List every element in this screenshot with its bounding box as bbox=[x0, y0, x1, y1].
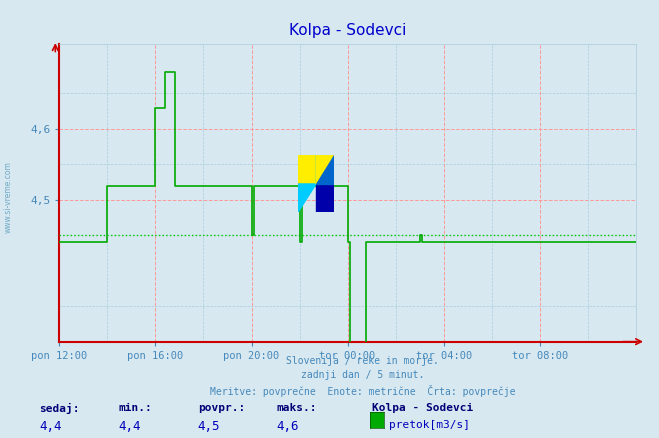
Text: zadnji dan / 5 minut.: zadnji dan / 5 minut. bbox=[301, 370, 424, 380]
Text: Meritve: povprečne  Enote: metrične  Črta: povprečje: Meritve: povprečne Enote: metrične Črta:… bbox=[210, 385, 515, 396]
Polygon shape bbox=[298, 184, 316, 212]
Text: www.si-vreme.com: www.si-vreme.com bbox=[4, 161, 13, 233]
Text: maks.:: maks.: bbox=[277, 403, 317, 413]
Text: 4,5: 4,5 bbox=[198, 420, 220, 434]
Text: pretok[m3/s]: pretok[m3/s] bbox=[389, 420, 470, 431]
Text: 4,6: 4,6 bbox=[277, 420, 299, 434]
Title: Kolpa - Sodevci: Kolpa - Sodevci bbox=[289, 24, 407, 39]
Bar bbox=[298, 155, 316, 184]
Text: Slovenija / reke in morje.: Slovenija / reke in morje. bbox=[286, 356, 439, 366]
Text: Kolpa - Sodevci: Kolpa - Sodevci bbox=[372, 403, 474, 413]
Text: min.:: min.: bbox=[119, 403, 152, 413]
Polygon shape bbox=[316, 155, 334, 184]
Bar bbox=[316, 184, 334, 212]
Text: povpr.:: povpr.: bbox=[198, 403, 245, 413]
Polygon shape bbox=[316, 155, 334, 184]
Text: 4,4: 4,4 bbox=[40, 420, 62, 434]
Polygon shape bbox=[316, 155, 334, 184]
Text: 4,4: 4,4 bbox=[119, 420, 141, 434]
Text: sedaj:: sedaj: bbox=[40, 403, 80, 414]
